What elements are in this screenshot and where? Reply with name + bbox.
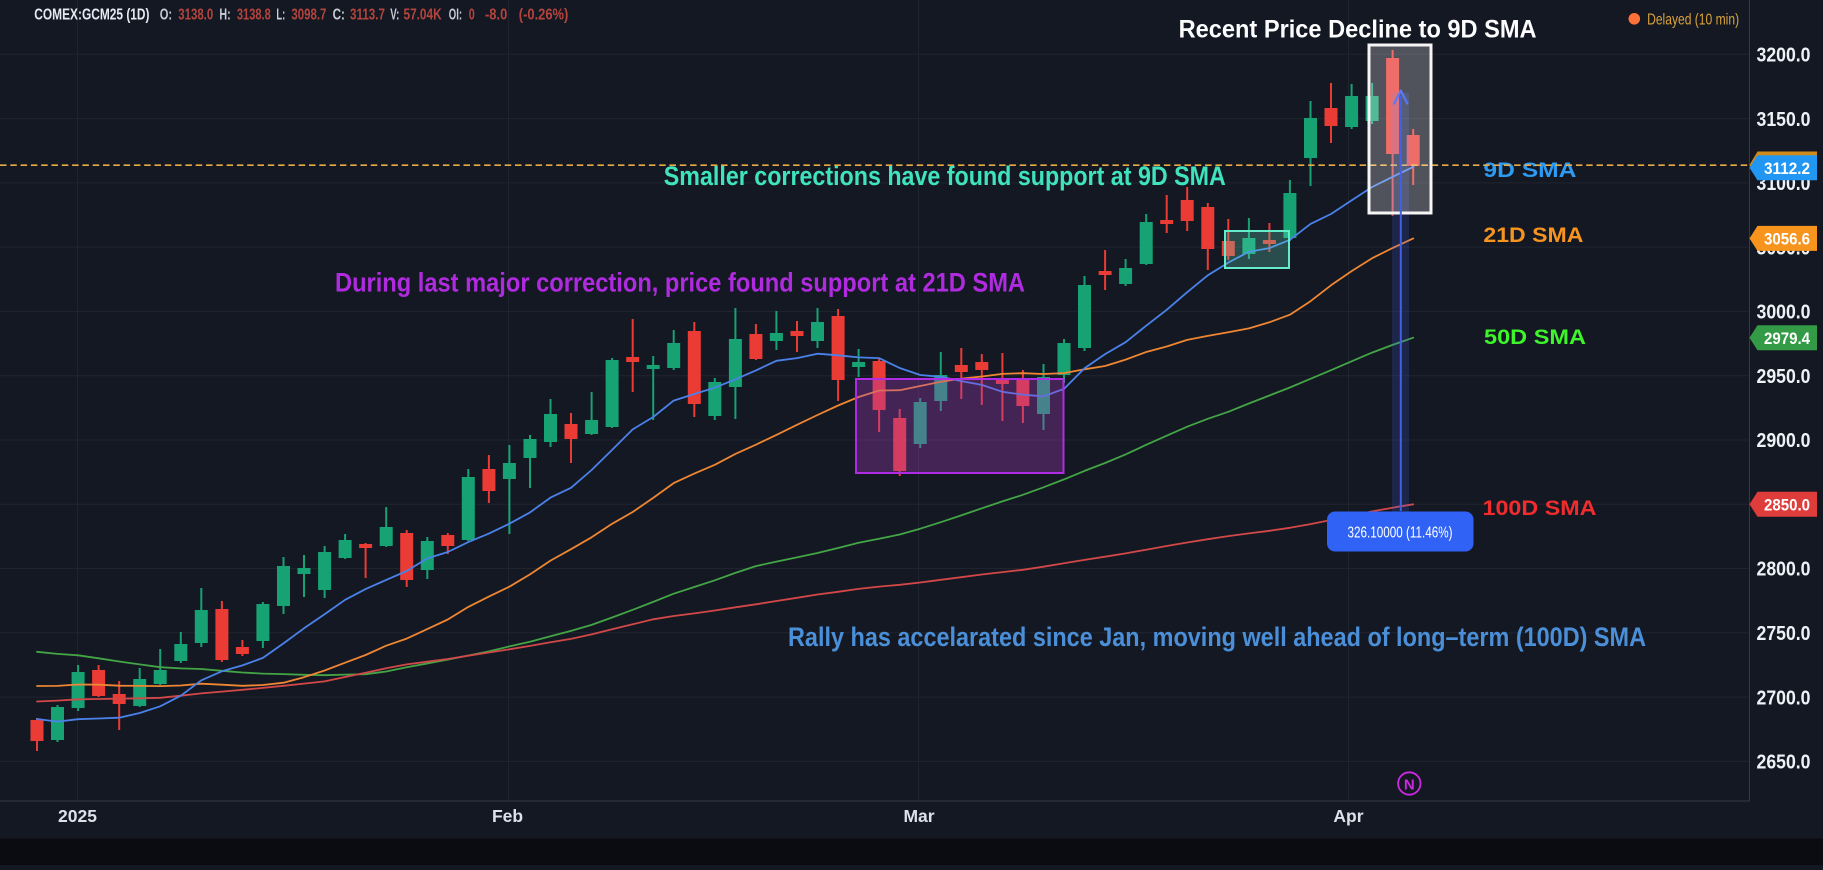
svg-text:3150.0: 3150.0 bbox=[1757, 109, 1811, 131]
svg-text:326.10000 (11.46%): 326.10000 (11.46%) bbox=[1348, 525, 1453, 542]
svg-text:3138.0: 3138.0 bbox=[178, 7, 213, 24]
svg-text:Rally has accelarated since Ja: Rally has accelarated since Jan, moving … bbox=[788, 622, 1646, 652]
svg-text:9D SMA: 9D SMA bbox=[1483, 158, 1576, 182]
svg-text:N: N bbox=[1404, 776, 1415, 793]
svg-text:C:: C: bbox=[333, 7, 345, 24]
svg-text:100D SMA: 100D SMA bbox=[1483, 496, 1597, 520]
svg-text:3138.8: 3138.8 bbox=[237, 7, 271, 24]
svg-text:2950.0: 2950.0 bbox=[1757, 366, 1811, 388]
svg-text:Feb: Feb bbox=[492, 806, 523, 826]
svg-text:During last major correction,: During last major correction, price foun… bbox=[335, 268, 1025, 298]
svg-text:2800.0: 2800.0 bbox=[1757, 559, 1811, 581]
svg-text:L:: L: bbox=[276, 7, 285, 24]
svg-text:2750.0: 2750.0 bbox=[1757, 623, 1811, 645]
svg-text:-8.0: -8.0 bbox=[485, 7, 507, 24]
svg-text:50D SMA: 50D SMA bbox=[1484, 325, 1586, 349]
svg-text:2650.0: 2650.0 bbox=[1757, 752, 1811, 774]
svg-text:Apr: Apr bbox=[1333, 806, 1363, 826]
svg-text:Recent Price Decline to 9D SMA: Recent Price Decline to 9D SMA bbox=[1179, 15, 1537, 43]
svg-text:V:: V: bbox=[390, 7, 399, 24]
svg-text:2900.0: 2900.0 bbox=[1757, 430, 1811, 452]
svg-text:3056.6: 3056.6 bbox=[1764, 230, 1810, 249]
svg-text:3113.7: 3113.7 bbox=[350, 7, 385, 24]
svg-text:H:: H: bbox=[219, 7, 230, 24]
svg-text:2979.4: 2979.4 bbox=[1764, 329, 1810, 348]
svg-text:OI:: OI: bbox=[449, 7, 462, 24]
svg-text:3000.0: 3000.0 bbox=[1757, 302, 1811, 324]
svg-text:0: 0 bbox=[469, 7, 475, 24]
svg-text:2025: 2025 bbox=[58, 806, 97, 826]
svg-text:3098.7: 3098.7 bbox=[291, 7, 326, 24]
svg-text:3112.2: 3112.2 bbox=[1764, 159, 1810, 178]
svg-text:COMEX:GCM25 (1D): COMEX:GCM25 (1D) bbox=[34, 7, 149, 24]
svg-text:2700.0: 2700.0 bbox=[1757, 687, 1811, 709]
svg-text:Mar: Mar bbox=[903, 806, 934, 826]
svg-text:21D SMA: 21D SMA bbox=[1483, 223, 1583, 247]
svg-text:Delayed (10 min): Delayed (10 min) bbox=[1647, 11, 1739, 28]
svg-text:(-0.26%): (-0.26%) bbox=[519, 7, 569, 24]
svg-text:O:: O: bbox=[160, 7, 172, 24]
svg-text:2850.0: 2850.0 bbox=[1764, 496, 1810, 515]
svg-text:3200.0: 3200.0 bbox=[1757, 45, 1811, 67]
svg-text:57.04K: 57.04K bbox=[404, 7, 443, 24]
